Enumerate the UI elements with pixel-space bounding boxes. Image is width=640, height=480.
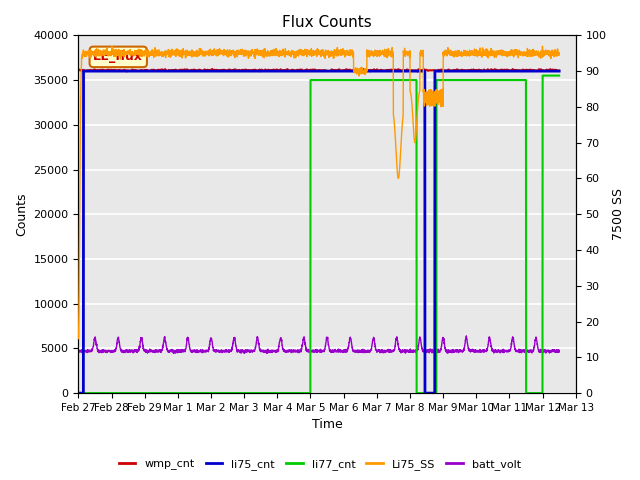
Title: Flux Counts: Flux Counts xyxy=(282,15,372,30)
Y-axis label: 7500 SS: 7500 SS xyxy=(612,188,625,240)
X-axis label: Time: Time xyxy=(312,419,342,432)
Legend: wmp_cnt, li75_cnt, li77_cnt, Li75_SS, batt_volt: wmp_cnt, li75_cnt, li77_cnt, Li75_SS, ba… xyxy=(115,455,525,474)
Y-axis label: Counts: Counts xyxy=(15,192,28,236)
Text: EE_flux: EE_flux xyxy=(93,50,143,63)
